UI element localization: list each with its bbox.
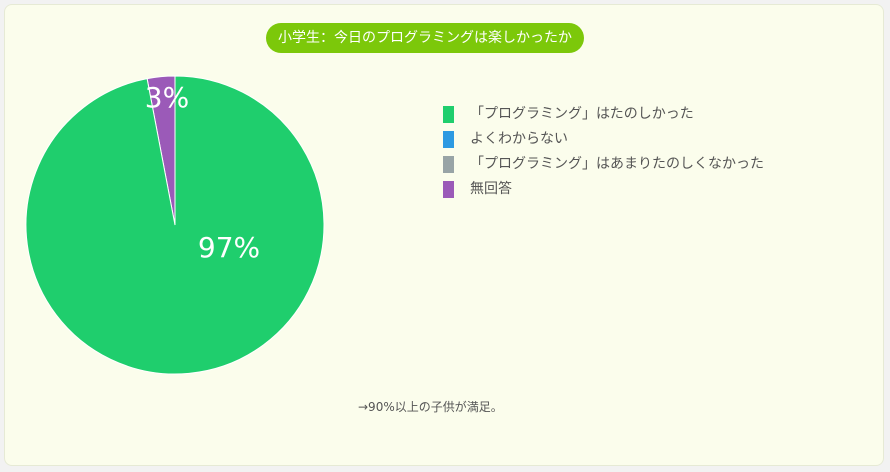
legend-label-enjoyed: 「プログラミング」はたのしかった [470, 106, 694, 122]
legend-label-no-answer: 無回答 [470, 181, 512, 197]
data-label-enjoyed: 97% [198, 231, 260, 264]
data-label-no-answer: 3% [145, 81, 189, 114]
legend-swatch-enjoyed [443, 106, 454, 123]
legend-swatch-not-enjoyed [443, 156, 454, 173]
legend-swatch-no-answer [443, 181, 454, 198]
legend-label-not-enjoyed: 「プログラミング」はあまりたのしくなかった [470, 156, 764, 172]
pie-slice-enjoyed [25, 75, 325, 375]
chart-title: 小学生：今日のプログラミングは楽しかったか [266, 23, 584, 53]
chart-note: →90%以上の子供が満足。 [358, 400, 503, 414]
legend-swatch-unsure [443, 131, 454, 148]
legend-label-unsure: よくわからない [470, 131, 568, 147]
